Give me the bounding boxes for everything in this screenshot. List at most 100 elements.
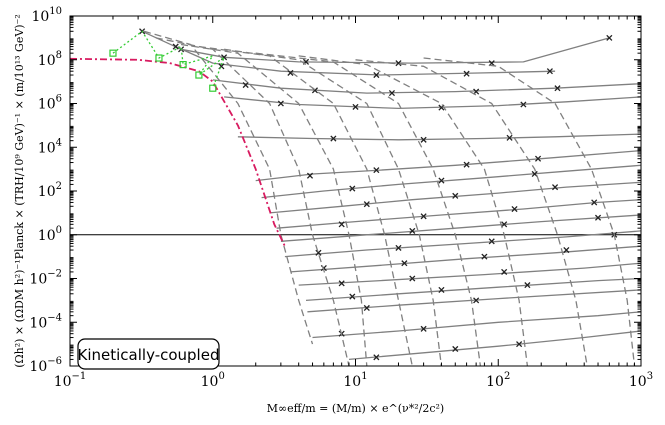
x-marker — [546, 68, 553, 75]
series-solid-14 — [307, 289, 641, 313]
series-red-dashdot-26 — [70, 57, 286, 247]
x-tick-exp: 0 — [218, 371, 224, 382]
x-marker — [563, 246, 570, 254]
x-marker — [373, 354, 380, 361]
legend: Kinetically-coupled — [77, 338, 220, 370]
x-marker — [420, 325, 427, 332]
x-marker — [388, 90, 395, 97]
series-line-solid — [280, 214, 641, 242]
x-tick-base: 10 — [629, 374, 647, 390]
legend-box — [77, 338, 220, 370]
series-dashed-23 — [298, 55, 529, 366]
x-marker — [606, 34, 613, 41]
y-axis-label: (Ωh²) × (ΩDM h²)⁻¹Planck × (TRH/10⁹ GeV)… — [13, 14, 26, 368]
x-marker — [338, 221, 345, 228]
x-marker — [438, 177, 445, 184]
series-line-solid — [312, 311, 641, 339]
y-tick-label: 106 — [38, 94, 62, 113]
series-green-dotted-27 — [109, 30, 225, 92]
x-marker — [172, 43, 179, 50]
series-line-solid — [307, 289, 641, 313]
x-marker — [277, 100, 284, 107]
series-solid-5 — [255, 149, 641, 182]
series-line-solid — [298, 262, 641, 286]
x-marker — [524, 282, 531, 289]
x-tick-exp: 1 — [361, 371, 367, 382]
x-marker — [506, 134, 513, 141]
y-tick-exp: −6 — [47, 356, 62, 367]
series-line-solid — [212, 79, 641, 94]
series-solid-0 — [139, 28, 613, 67]
green-square-marker — [195, 71, 203, 79]
x-marker — [551, 184, 559, 191]
y-tick-exp: 10 — [49, 6, 62, 17]
x-marker — [591, 199, 598, 206]
x-tick-label: 10−1 — [54, 371, 87, 390]
plot-frame — [69, 15, 642, 367]
x-tick-label: 101 — [343, 371, 367, 390]
y-tick-label: 102 — [38, 181, 62, 200]
series-line-solid — [305, 277, 641, 302]
series-line-dashed — [181, 43, 368, 366]
x-marker — [463, 161, 470, 168]
series-line-dashed — [255, 52, 482, 366]
x-marker — [420, 136, 427, 143]
x-marker — [520, 101, 527, 108]
x-marker — [349, 185, 356, 192]
plot-area — [70, 28, 641, 366]
x-marker — [363, 304, 370, 312]
y-tick-label: 100 — [38, 225, 62, 244]
x-marker — [501, 221, 508, 228]
x-marker — [501, 268, 508, 275]
series-line-solid — [269, 181, 641, 214]
series-line-dashed — [143, 30, 314, 345]
x-tick-base: 10 — [343, 374, 361, 390]
x-marker — [330, 135, 337, 142]
series-solid-1 — [172, 43, 556, 79]
series-solid-15 — [312, 311, 641, 339]
x-marker — [315, 249, 322, 256]
series-solid-12 — [298, 262, 641, 287]
series-line-dashed — [224, 48, 443, 366]
y-tick-exp: 8 — [56, 50, 62, 61]
series-dashed-24 — [355, 59, 588, 366]
series-solid-9 — [280, 214, 641, 242]
y-tick-base: 10 — [38, 140, 56, 156]
x-marker — [534, 155, 542, 162]
x-marker — [409, 227, 416, 234]
x-marker — [363, 201, 370, 208]
y-tick-base: 10 — [38, 184, 56, 200]
y-tick-label: 108 — [38, 50, 62, 69]
y-tick-base: 10 — [38, 228, 56, 244]
x-marker — [373, 167, 380, 174]
series-line-solid — [284, 230, 641, 258]
y-tick-base: 10 — [29, 359, 47, 375]
y-tick-label: 10−2 — [29, 269, 62, 288]
y-tick-label: 104 — [38, 137, 62, 156]
x-marker — [409, 275, 416, 282]
series-line-solid — [237, 133, 641, 141]
y-tick-exp: 6 — [56, 94, 62, 105]
x-tick-exp: 2 — [504, 371, 510, 382]
x-marker — [352, 103, 359, 110]
series-dashed-19 — [181, 43, 368, 366]
green-square-marker — [179, 61, 187, 69]
x-marker — [287, 69, 294, 76]
x-marker — [594, 214, 602, 221]
series-dashed-21 — [224, 48, 443, 366]
series-line-green-dotted — [112, 30, 225, 89]
legend-label: Kinetically-coupled — [78, 346, 220, 364]
x-marker — [306, 172, 314, 179]
x-marker — [338, 280, 345, 287]
x-marker — [481, 253, 488, 260]
series-line-dashed — [298, 55, 529, 366]
x-marker — [395, 60, 402, 67]
x-marker — [242, 81, 249, 89]
y-tick-exp: 2 — [56, 181, 62, 192]
x-tick-label: 102 — [486, 371, 510, 390]
x-tick-label: 103 — [629, 371, 653, 390]
x-marker — [488, 238, 495, 245]
x-marker — [473, 297, 480, 304]
series-line-solid — [141, 30, 610, 64]
